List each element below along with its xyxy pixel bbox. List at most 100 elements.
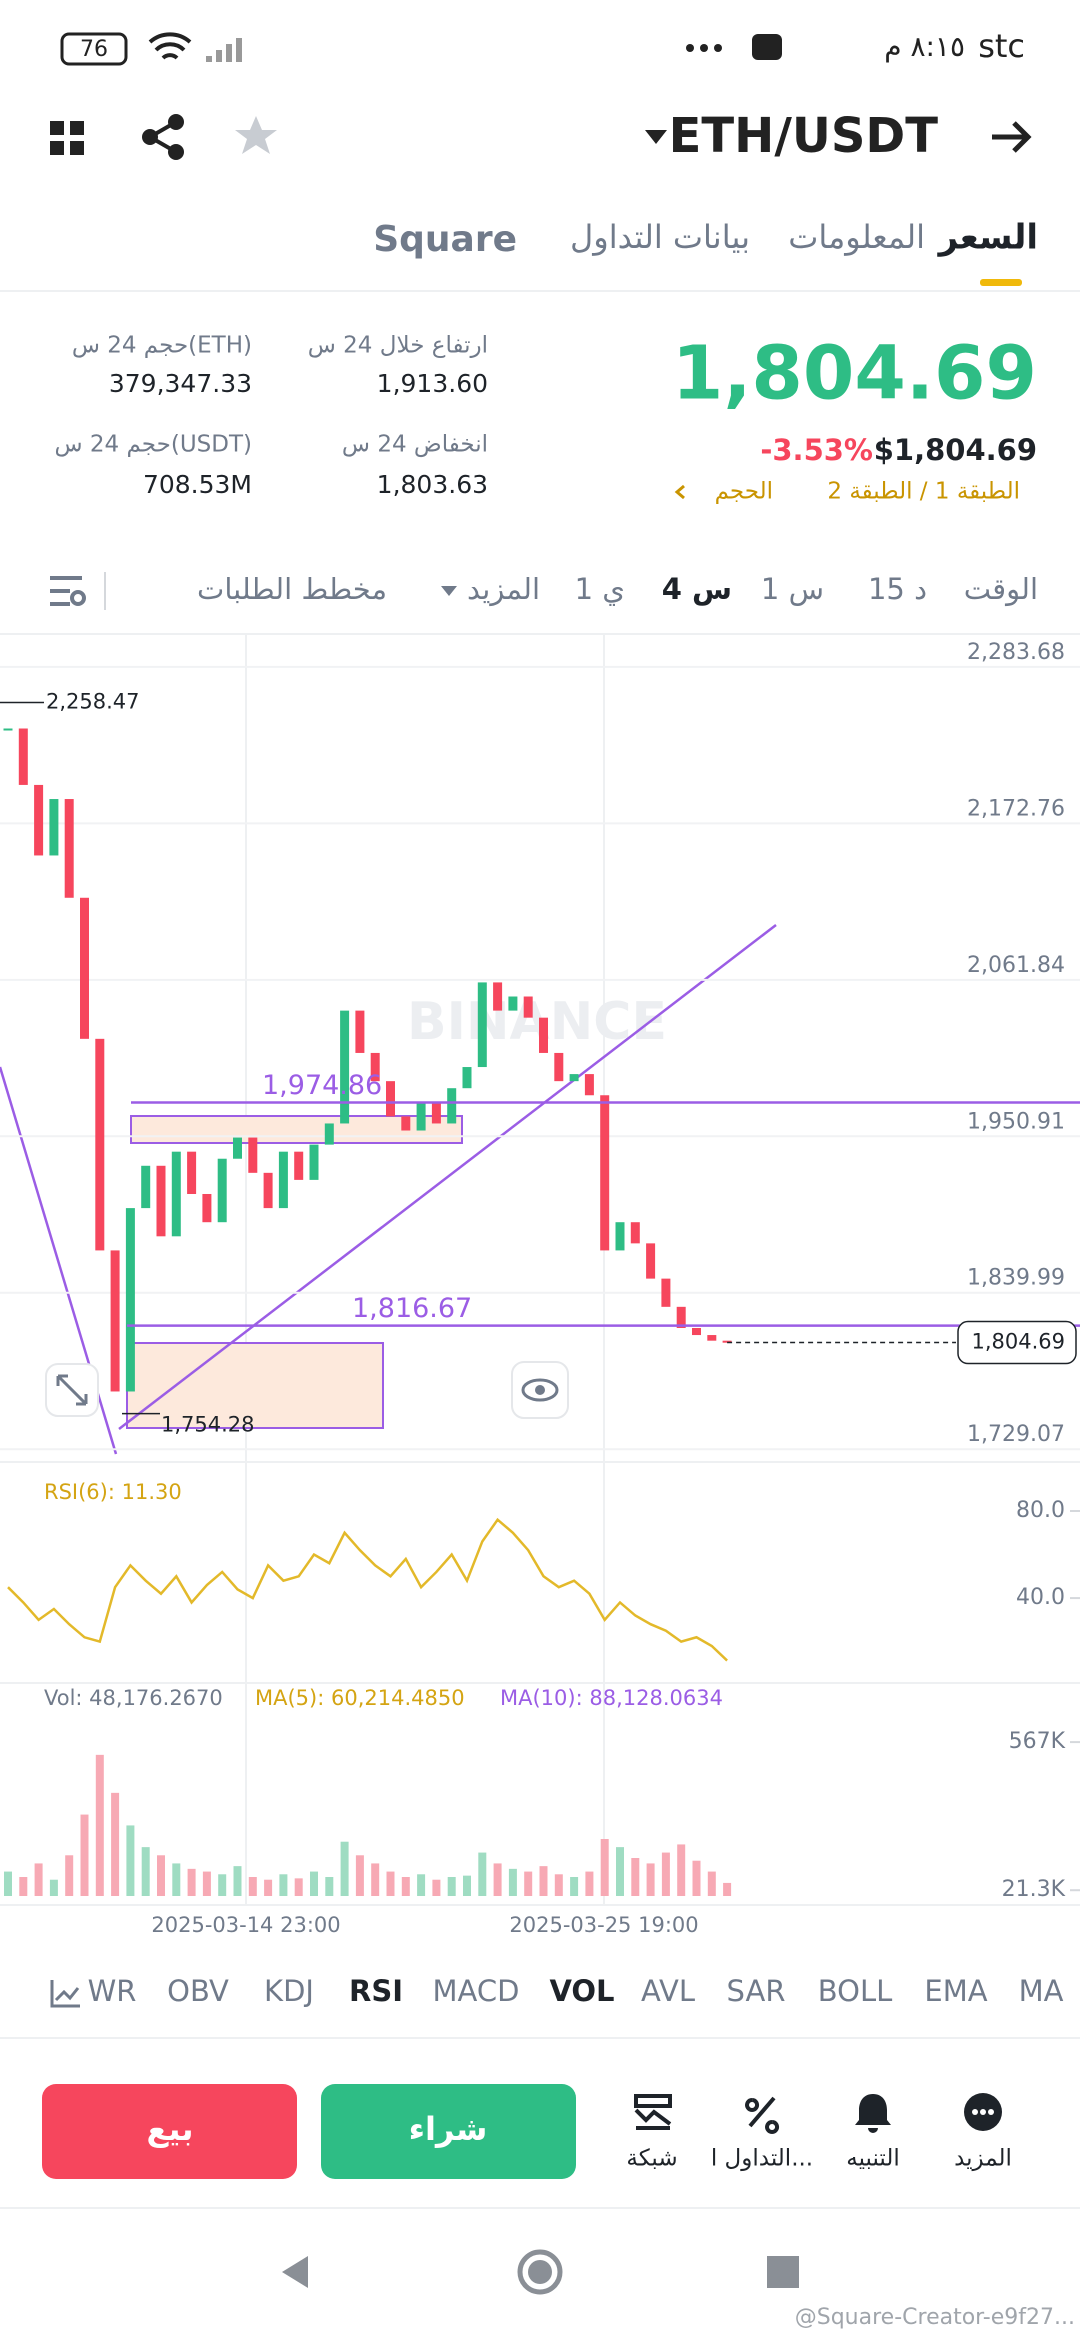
volume-bar (401, 1876, 410, 1896)
dot (714, 44, 722, 52)
alert-icon[interactable] (855, 2094, 891, 2133)
candle (263, 1172, 273, 1209)
level-label: 1,816.67 (352, 1293, 472, 1324)
pair-dropdown[interactable] (645, 130, 667, 144)
volume-bar (493, 1863, 502, 1896)
volume-bar (233, 1866, 242, 1896)
volume-tag[interactable]: الحجم (715, 479, 773, 505)
candle (34, 784, 44, 856)
volume-bar (661, 1852, 670, 1896)
indicator-tab[interactable]: AVL (641, 1974, 695, 2008)
interval[interactable]: 15 د (868, 572, 927, 606)
chart-layer: 2,283.68 2,172.76 2,061.84 1,950.91 1,839.99… (0, 640, 1080, 1937)
interval-label: الوقت (964, 572, 1038, 606)
candle (64, 799, 74, 898)
tab[interactable]: السعر (937, 218, 1038, 258)
nav-recents[interactable] (767, 2256, 799, 2288)
eye-icon (521, 1378, 559, 1402)
volume-bar (325, 1876, 334, 1896)
tab[interactable]: المعلومات (788, 218, 925, 256)
candle (248, 1137, 258, 1173)
buy-button[interactable] (321, 2084, 576, 2179)
candle (355, 1010, 365, 1053)
forward-button[interactable] (992, 121, 1032, 153)
interval[interactable]: 1 س (761, 572, 824, 606)
footer-watermark: @Square-Creator-e9f27... (795, 2305, 1075, 2330)
zone-box (126, 1342, 384, 1429)
interval-more[interactable]: المزيد (467, 572, 540, 606)
indicator-tab[interactable]: MACD (433, 1974, 520, 2008)
grid-icon[interactable] (634, 2094, 672, 2130)
candle (646, 1243, 656, 1279)
stat-label: حجم 24 س(ETH) (72, 333, 252, 359)
battery-icon (60, 32, 128, 66)
interval[interactable]: 1 ي (575, 572, 625, 606)
candle (386, 1081, 395, 1117)
tab[interactable]: Square (373, 219, 517, 260)
indicator-tab[interactable]: OBV (167, 1974, 229, 2008)
candle (95, 1038, 105, 1251)
nav-home[interactable] (517, 2249, 563, 2295)
tab[interactable]: بيانات التداول (570, 218, 750, 256)
indicator-tab[interactable]: VOL (549, 1974, 614, 2008)
grid-button[interactable] (50, 121, 84, 155)
trade-icon[interactable] (745, 2096, 780, 2134)
indicator-tab[interactable]: SAR (727, 1974, 786, 2008)
battery-level: 76 (80, 37, 108, 62)
candle (401, 1116, 411, 1131)
y-tick-label: 21.3K (1002, 1877, 1066, 1902)
action-label: شبكة (626, 2146, 677, 2172)
candle (692, 1327, 701, 1336)
candle (416, 1102, 426, 1131)
action-label: التنبيه (846, 2146, 900, 2172)
y-tick-label: 567K (1009, 1729, 1066, 1754)
favorite-button[interactable] (235, 116, 277, 154)
sell-label: بيع (147, 2110, 194, 2148)
zone-box (130, 1115, 463, 1144)
dot (700, 44, 708, 52)
volume-bar (157, 1855, 165, 1896)
volume-bar (508, 1868, 517, 1896)
indicator-tab[interactable]: MA (1019, 1974, 1064, 2008)
pair-title[interactable]: ETH/USDT (669, 108, 939, 164)
volume-bar (646, 1863, 655, 1896)
share-button[interactable] (142, 114, 184, 160)
candle (156, 1165, 166, 1237)
indicator-tab[interactable]: WR (88, 1974, 137, 2008)
candle (523, 996, 533, 1018)
volume-bar (340, 1841, 349, 1896)
nav-back[interactable] (282, 2256, 308, 2288)
volume-bar (80, 1814, 89, 1896)
layers-tag[interactable]: الطبقة 1 / الطبقة 2 (827, 479, 1020, 505)
settings-button[interactable] (50, 576, 86, 606)
indicator-tab[interactable]: BOLL (818, 1974, 893, 2008)
indicator-icon (50, 1980, 80, 2008)
x-tick-label: 2025-03-14 23:00 (151, 1913, 340, 1937)
indicator-tab[interactable]: KDJ (264, 1974, 314, 2008)
indicator-tab[interactable]: RSI (349, 1974, 403, 2008)
volume-bar (49, 1879, 58, 1896)
last-price: 1,804.69 (672, 331, 1037, 417)
depth-chart[interactable]: مخطط الطلبات (197, 572, 387, 606)
indicator-tab[interactable]: EMA (924, 1974, 987, 2008)
candle (278, 1151, 288, 1209)
volume-bar (294, 1878, 303, 1896)
volume-bar (202, 1871, 211, 1896)
volume-bar (616, 1847, 624, 1896)
candle (630, 1222, 640, 1244)
volume-bar (478, 1852, 487, 1896)
price-change: -3.53% (760, 433, 873, 467)
volume-bar (355, 1855, 364, 1896)
stat-value: 1,913.60 (377, 369, 488, 398)
volume-bar (264, 1879, 273, 1896)
tab-indicator (980, 279, 1022, 286)
stat-value: 379,347.33 (109, 369, 252, 398)
level-label: 1,974.86 (262, 1070, 382, 1101)
interval[interactable]: 4 س (662, 572, 732, 606)
volume-bar (692, 1860, 701, 1896)
candle (49, 799, 59, 856)
candle (600, 1095, 610, 1251)
sell-button[interactable] (42, 2084, 297, 2179)
volume-bar (524, 1871, 533, 1896)
